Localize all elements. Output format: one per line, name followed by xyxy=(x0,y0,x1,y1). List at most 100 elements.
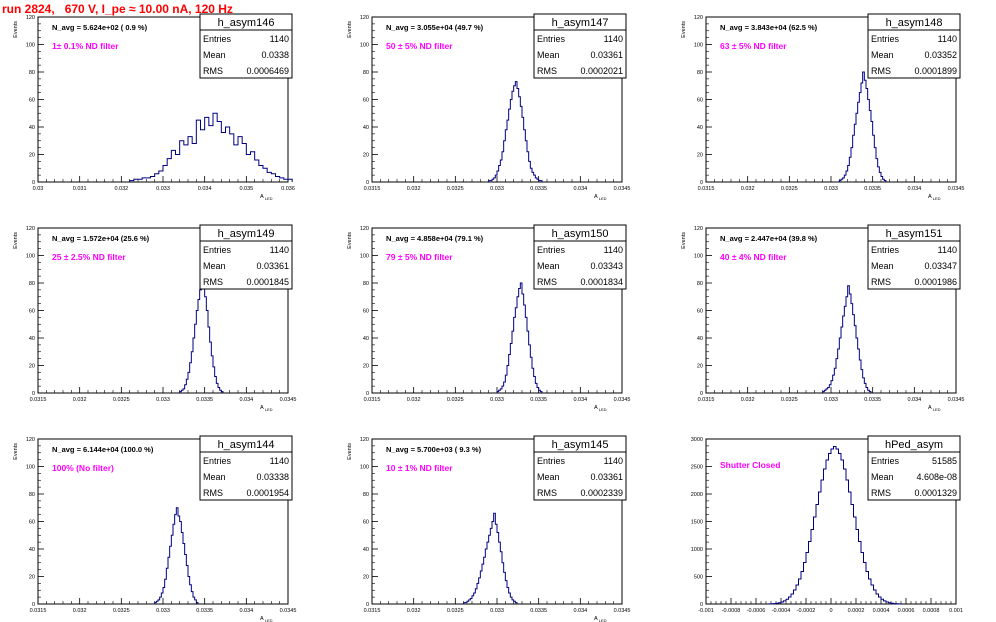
stats-value: 0.0001845 xyxy=(246,277,289,287)
y-tick-label: 60 xyxy=(697,98,703,104)
x-tick-label: 0.0006 xyxy=(898,608,915,614)
x-tick-label: 0.0325 xyxy=(781,186,798,192)
x-tick-label: 0.0335 xyxy=(864,397,881,403)
y-axis-title: Events xyxy=(13,21,19,38)
y-tick-label: 40 xyxy=(697,336,703,342)
x-tick-label: -0.0004 xyxy=(772,608,791,614)
histogram-panel-hPed_asym: 0 500 1000 1500 2000 2500 3000 -0.001 -0.0008 -0.… xyxy=(691,435,963,614)
stats-value: 51585 xyxy=(932,456,957,466)
y-tick-label: 120 xyxy=(360,437,369,443)
stats-box-name: h_asym146 xyxy=(218,17,275,29)
histogram-panel-h_asym151: 0 20 40 60 80 100 120 0.0315 0.032 0.0325 0.033 0.0… xyxy=(681,224,964,412)
stats-label: Mean xyxy=(537,472,560,482)
stats-box-name: h_asym149 xyxy=(218,228,275,240)
y-tick-label: 120 xyxy=(26,226,35,232)
x-tick-label: 0.033 xyxy=(824,186,838,192)
x-tick-label: 0.0315 xyxy=(364,397,381,403)
y-axis-title: Events xyxy=(347,443,353,460)
x-tick-label: -0.0002 xyxy=(797,608,816,614)
y-tick-label: 0 xyxy=(366,391,369,397)
stats-label: RMS xyxy=(203,66,223,76)
stats-value: 1140 xyxy=(604,245,623,255)
y-tick-label: 40 xyxy=(363,547,369,553)
x-tick-label: 0.032 xyxy=(73,397,87,403)
x-tick-label: 0 xyxy=(829,608,832,614)
y-tick-label: 40 xyxy=(697,125,703,131)
x-axis-title: A LED xyxy=(260,194,273,201)
stats-label: RMS xyxy=(203,277,223,287)
y-tick-label: 40 xyxy=(363,336,369,342)
x-tick-label: 0.034 xyxy=(573,397,587,403)
panel-title: N_avg = 4.858e+04 (79.1 %) xyxy=(386,234,484,243)
x-tick-label: 0.0315 xyxy=(30,608,47,614)
filter-annotation: 40 ± 4% ND filter xyxy=(720,252,787,262)
y-tick-label: 100 xyxy=(694,254,703,260)
filter-annotation: 79 ± 5% ND filter xyxy=(386,252,453,262)
x-tick-label: 0.033 xyxy=(156,608,170,614)
histogram-panel-h_asym149: 0 20 40 60 80 100 120 0.0315 0.032 0.0325 0.033 0.0… xyxy=(13,224,296,412)
y-tick-label: 2500 xyxy=(691,465,703,471)
x-tick-label: -0.0008 xyxy=(722,608,741,614)
histogram-panel-h_asym145: 0 20 40 60 80 100 120 0.0315 0.032 0.0325 0.033 0.0… xyxy=(347,435,630,622)
y-tick-label: 60 xyxy=(29,520,35,526)
x-tick-label: 0.0325 xyxy=(447,608,464,614)
stats-box: h_asym148 Entries 1140 Mean 0.03352 RMS 0.0001… xyxy=(867,13,961,79)
y-tick-label: 120 xyxy=(360,226,369,232)
y-tick-label: 0 xyxy=(700,180,703,186)
x-axis-title: A LED xyxy=(594,194,607,201)
y-tick-label: 0 xyxy=(700,602,703,608)
x-axis-title: A LED xyxy=(260,405,273,412)
stats-value: 0.0001899 xyxy=(914,66,957,76)
y-axis-title: Events xyxy=(347,21,353,38)
stats-box-name: hPed_asym xyxy=(885,439,943,451)
stats-box: h_asym147 Entries 1140 Mean 0.03361 RMS 0.0002… xyxy=(533,13,627,79)
x-tick-label: 0.033 xyxy=(490,608,504,614)
x-tick-label: 0.032 xyxy=(741,397,755,403)
x-tick-label: 0.034 xyxy=(907,186,921,192)
stats-box-frame xyxy=(867,224,961,290)
stats-label: Entries xyxy=(203,34,232,44)
stats-value: 0.0338 xyxy=(261,50,289,60)
y-tick-label: 20 xyxy=(697,153,703,159)
stats-label: Mean xyxy=(203,261,226,271)
y-axis-title: Events xyxy=(13,232,19,249)
histogram-series xyxy=(496,282,543,393)
stats-label: Mean xyxy=(871,50,894,60)
y-tick-label: 20 xyxy=(363,575,369,581)
stats-box-name: h_asym150 xyxy=(552,228,609,240)
y-tick-label: 80 xyxy=(363,281,369,287)
stats-value: 0.0001986 xyxy=(914,277,957,287)
stats-value: 0.0002021 xyxy=(580,66,623,76)
stats-box-frame xyxy=(867,435,961,501)
histogram-panel-h_asym146: 0 20 40 60 80 100 120 0.03 0.031 0.032 0.033 0.034 0… xyxy=(13,13,295,201)
x-tick-label: 0.0335 xyxy=(530,608,547,614)
x-tick-label: 0.0335 xyxy=(530,397,547,403)
panel-title: N_avg = 5.624e+02 ( 0.9 %) xyxy=(52,23,148,32)
y-tick-label: 80 xyxy=(697,70,703,76)
y-tick-label: 1000 xyxy=(691,547,703,553)
stats-value: 0.03343 xyxy=(590,261,623,271)
x-tick-label: 0.033 xyxy=(490,186,504,192)
stats-box-frame xyxy=(199,13,293,79)
stats-label: Entries xyxy=(871,245,900,255)
x-tick-label: 0.033 xyxy=(490,397,504,403)
stats-box-name: h_asym148 xyxy=(886,17,943,29)
stats-value: 0.0001329 xyxy=(914,488,957,498)
y-tick-label: 100 xyxy=(694,43,703,49)
x-tick-label: 0.032 xyxy=(114,186,128,192)
stats-label: RMS xyxy=(871,277,891,287)
x-tick-label: 0.0002 xyxy=(848,608,865,614)
y-tick-label: 60 xyxy=(29,309,35,315)
y-tick-label: 120 xyxy=(26,15,35,21)
y-tick-label: 0 xyxy=(32,180,35,186)
x-tick-label: 0.0315 xyxy=(698,186,715,192)
stats-box: h_asym144 Entries 1140 Mean 0.03338 RMS 0.0001… xyxy=(199,435,293,501)
x-tick-label: 0.0315 xyxy=(364,186,381,192)
y-tick-label: 20 xyxy=(363,364,369,370)
stats-label: Mean xyxy=(537,261,560,271)
y-tick-label: 120 xyxy=(360,15,369,21)
stats-label: Entries xyxy=(871,456,900,466)
stats-label: RMS xyxy=(203,488,223,498)
y-tick-label: 40 xyxy=(29,125,35,131)
